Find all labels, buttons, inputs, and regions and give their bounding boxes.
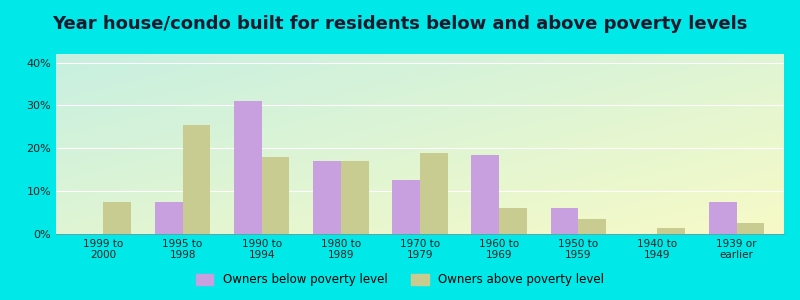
Bar [471,155,499,234]
Text: Year house/condo built for residents below and above poverty levels: Year house/condo built for residents bel… [52,15,748,33]
Bar [420,153,448,234]
Bar [103,202,131,234]
Bar [313,161,341,234]
Bar [392,180,420,234]
Bar [155,202,182,234]
Legend: Owners below poverty level, Owners above poverty level: Owners below poverty level, Owners above… [191,269,609,291]
Bar [341,161,369,234]
Bar [709,202,737,234]
Bar [550,208,578,234]
Bar [578,219,606,234]
Bar [658,228,685,234]
Bar [262,157,290,234]
Bar [182,125,210,234]
Bar [737,223,764,234]
Bar [499,208,527,234]
Bar [234,101,262,234]
